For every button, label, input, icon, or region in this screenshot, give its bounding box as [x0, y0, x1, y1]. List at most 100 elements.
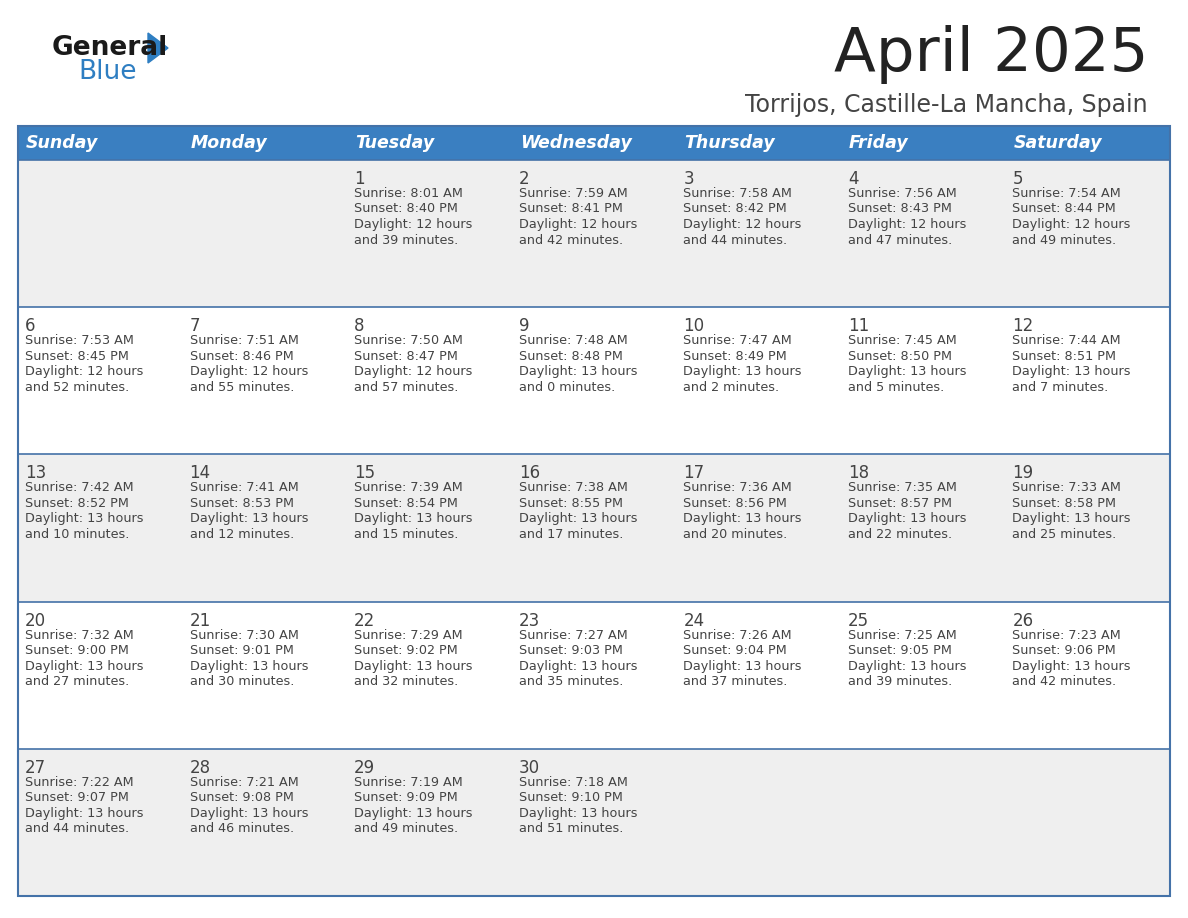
Text: Sunset: 8:56 PM: Sunset: 8:56 PM	[683, 497, 788, 509]
Text: and 42 minutes.: and 42 minutes.	[519, 233, 623, 247]
Text: 10: 10	[683, 318, 704, 335]
Text: 26: 26	[1012, 611, 1034, 630]
Text: and 57 minutes.: and 57 minutes.	[354, 381, 459, 394]
Text: Sunset: 8:52 PM: Sunset: 8:52 PM	[25, 497, 128, 509]
Text: Sunset: 9:10 PM: Sunset: 9:10 PM	[519, 791, 623, 804]
Text: Sunday: Sunday	[26, 134, 99, 152]
Text: Saturday: Saturday	[1013, 134, 1102, 152]
Text: Sunrise: 7:26 AM: Sunrise: 7:26 AM	[683, 629, 792, 642]
Text: Sunset: 9:06 PM: Sunset: 9:06 PM	[1012, 644, 1117, 657]
Text: and 44 minutes.: and 44 minutes.	[683, 233, 788, 247]
Text: Sunset: 8:58 PM: Sunset: 8:58 PM	[1012, 497, 1117, 509]
Text: Sunset: 9:05 PM: Sunset: 9:05 PM	[848, 644, 952, 657]
Text: and 49 minutes.: and 49 minutes.	[354, 823, 459, 835]
Text: 4: 4	[848, 170, 859, 188]
Text: and 5 minutes.: and 5 minutes.	[848, 381, 944, 394]
Text: Sunset: 9:04 PM: Sunset: 9:04 PM	[683, 644, 786, 657]
Text: Sunrise: 7:30 AM: Sunrise: 7:30 AM	[190, 629, 298, 642]
Polygon shape	[148, 33, 168, 63]
Text: and 44 minutes.: and 44 minutes.	[25, 823, 129, 835]
Text: Sunset: 8:45 PM: Sunset: 8:45 PM	[25, 350, 128, 363]
Text: 8: 8	[354, 318, 365, 335]
Text: 1: 1	[354, 170, 365, 188]
Text: Daylight: 13 hours: Daylight: 13 hours	[519, 660, 637, 673]
Text: and 0 minutes.: and 0 minutes.	[519, 381, 615, 394]
Text: Sunset: 8:55 PM: Sunset: 8:55 PM	[519, 497, 623, 509]
Text: Daylight: 13 hours: Daylight: 13 hours	[519, 365, 637, 378]
Text: Sunset: 8:41 PM: Sunset: 8:41 PM	[519, 203, 623, 216]
Text: Daylight: 13 hours: Daylight: 13 hours	[1012, 365, 1131, 378]
Text: 27: 27	[25, 759, 46, 777]
Text: Sunrise: 7:54 AM: Sunrise: 7:54 AM	[1012, 187, 1121, 200]
Text: Sunrise: 7:50 AM: Sunrise: 7:50 AM	[354, 334, 463, 347]
Text: 3: 3	[683, 170, 694, 188]
Text: Sunset: 8:48 PM: Sunset: 8:48 PM	[519, 350, 623, 363]
Text: Sunset: 8:51 PM: Sunset: 8:51 PM	[1012, 350, 1117, 363]
Bar	[18, 454, 1170, 601]
Bar	[183, 126, 347, 160]
Text: Daylight: 13 hours: Daylight: 13 hours	[25, 512, 144, 525]
Text: 21: 21	[190, 611, 210, 630]
Text: and 15 minutes.: and 15 minutes.	[354, 528, 459, 541]
Text: Sunrise: 7:41 AM: Sunrise: 7:41 AM	[190, 481, 298, 495]
Text: Sunrise: 7:18 AM: Sunrise: 7:18 AM	[519, 776, 627, 789]
Text: 28: 28	[190, 759, 210, 777]
Bar	[676, 126, 841, 160]
Text: 29: 29	[354, 759, 375, 777]
Text: Sunrise: 7:39 AM: Sunrise: 7:39 AM	[354, 481, 463, 495]
Text: Daylight: 13 hours: Daylight: 13 hours	[519, 512, 637, 525]
Text: and 46 minutes.: and 46 minutes.	[190, 823, 293, 835]
Text: 11: 11	[848, 318, 870, 335]
Text: Friday: Friday	[849, 134, 909, 152]
Text: Daylight: 13 hours: Daylight: 13 hours	[190, 807, 308, 820]
Text: and 49 minutes.: and 49 minutes.	[1012, 233, 1117, 247]
Text: Sunrise: 7:21 AM: Sunrise: 7:21 AM	[190, 776, 298, 789]
Text: and 2 minutes.: and 2 minutes.	[683, 381, 779, 394]
Bar	[18, 126, 183, 160]
Text: Sunset: 8:54 PM: Sunset: 8:54 PM	[354, 497, 459, 509]
Text: Daylight: 13 hours: Daylight: 13 hours	[190, 512, 308, 525]
Text: Daylight: 13 hours: Daylight: 13 hours	[848, 512, 966, 525]
Text: 20: 20	[25, 611, 46, 630]
Text: Daylight: 13 hours: Daylight: 13 hours	[354, 512, 473, 525]
Text: Sunrise: 7:32 AM: Sunrise: 7:32 AM	[25, 629, 134, 642]
Text: Sunrise: 7:29 AM: Sunrise: 7:29 AM	[354, 629, 463, 642]
Text: Sunset: 8:57 PM: Sunset: 8:57 PM	[848, 497, 952, 509]
Text: 18: 18	[848, 465, 868, 482]
Text: Sunset: 8:49 PM: Sunset: 8:49 PM	[683, 350, 786, 363]
Text: Sunrise: 7:53 AM: Sunrise: 7:53 AM	[25, 334, 134, 347]
Text: Daylight: 13 hours: Daylight: 13 hours	[683, 512, 802, 525]
Bar	[18, 160, 1170, 308]
Text: Sunset: 9:08 PM: Sunset: 9:08 PM	[190, 791, 293, 804]
Bar	[347, 126, 512, 160]
Text: Sunrise: 7:51 AM: Sunrise: 7:51 AM	[190, 334, 298, 347]
Text: Daylight: 13 hours: Daylight: 13 hours	[683, 365, 802, 378]
Text: and 35 minutes.: and 35 minutes.	[519, 675, 623, 688]
Text: Daylight: 12 hours: Daylight: 12 hours	[519, 218, 637, 231]
Bar	[18, 126, 1170, 896]
Text: 15: 15	[354, 465, 375, 482]
Text: Daylight: 12 hours: Daylight: 12 hours	[848, 218, 966, 231]
Text: 14: 14	[190, 465, 210, 482]
Text: Sunset: 9:09 PM: Sunset: 9:09 PM	[354, 791, 457, 804]
Text: Torrijos, Castille-La Mancha, Spain: Torrijos, Castille-La Mancha, Spain	[745, 93, 1148, 117]
Text: Daylight: 13 hours: Daylight: 13 hours	[1012, 660, 1131, 673]
Text: Sunset: 9:01 PM: Sunset: 9:01 PM	[190, 644, 293, 657]
Text: and 12 minutes.: and 12 minutes.	[190, 528, 293, 541]
Text: Sunrise: 7:45 AM: Sunrise: 7:45 AM	[848, 334, 956, 347]
Text: and 47 minutes.: and 47 minutes.	[848, 233, 952, 247]
Text: and 32 minutes.: and 32 minutes.	[354, 675, 459, 688]
Text: and 39 minutes.: and 39 minutes.	[354, 233, 459, 247]
Bar	[18, 749, 1170, 896]
Text: Blue: Blue	[78, 59, 137, 85]
Text: and 30 minutes.: and 30 minutes.	[190, 675, 293, 688]
Text: 16: 16	[519, 465, 539, 482]
Text: and 42 minutes.: and 42 minutes.	[1012, 675, 1117, 688]
Text: and 7 minutes.: and 7 minutes.	[1012, 381, 1108, 394]
Text: 13: 13	[25, 465, 46, 482]
Text: Sunrise: 7:38 AM: Sunrise: 7:38 AM	[519, 481, 627, 495]
Text: Sunrise: 7:47 AM: Sunrise: 7:47 AM	[683, 334, 792, 347]
Text: Sunset: 8:43 PM: Sunset: 8:43 PM	[848, 203, 952, 216]
Text: Daylight: 12 hours: Daylight: 12 hours	[1012, 218, 1131, 231]
Text: Tuesday: Tuesday	[355, 134, 435, 152]
